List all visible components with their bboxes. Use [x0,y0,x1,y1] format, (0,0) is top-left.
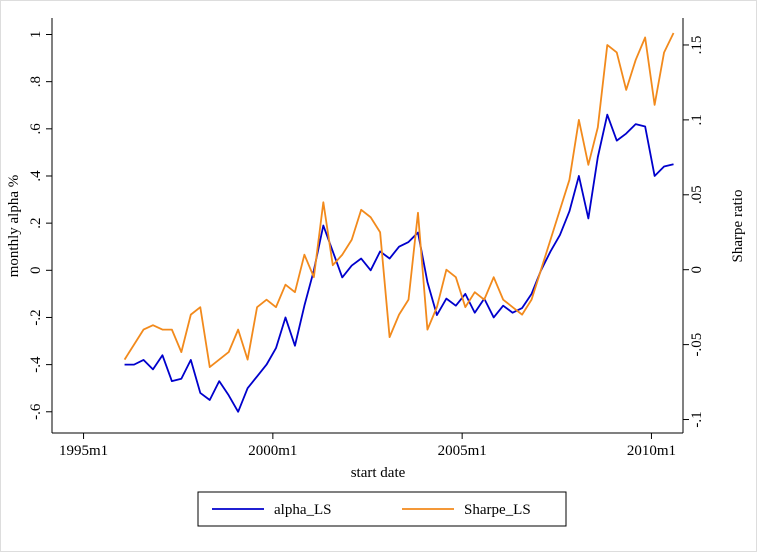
y-tick-label: 0 [28,267,44,275]
x-tick-label: 2005m1 [438,443,487,459]
x-axis-label: start date [351,465,406,481]
series-line [123,32,675,368]
legend-label: Sharpe_LS [464,502,531,518]
y2-tick-label: .15 [689,36,705,55]
y2-tick-label: -.05 [689,333,705,357]
y-tick-label: .6 [28,123,44,135]
y-tick-label: -.4 [28,356,44,373]
y-tick-label: 1 [28,31,44,39]
x-tick-label: 2010m1 [627,443,676,459]
legend-label: alpha_LS [274,502,332,518]
y-tick-label: .4 [28,170,44,182]
y2-tick-label: .1 [689,114,705,125]
y2-tick-label: -.1 [689,411,705,427]
plot-area [52,18,683,433]
y-tick-label: .8 [28,76,44,87]
y-tick-label: -.2 [28,309,44,325]
y-tick-label: -.6 [28,403,44,420]
series-line [124,113,674,413]
x-tick-label: 2000m1 [248,443,297,459]
y2-tick-label: 0 [689,266,705,274]
y2-axis-label: Sharpe ratio [730,190,746,263]
y-axis-label: monthly alpha % [6,175,22,277]
y2-tick-label: .05 [689,185,705,204]
y-tick-label: .2 [28,218,44,229]
x-tick-label: 1995m1 [59,443,108,459]
